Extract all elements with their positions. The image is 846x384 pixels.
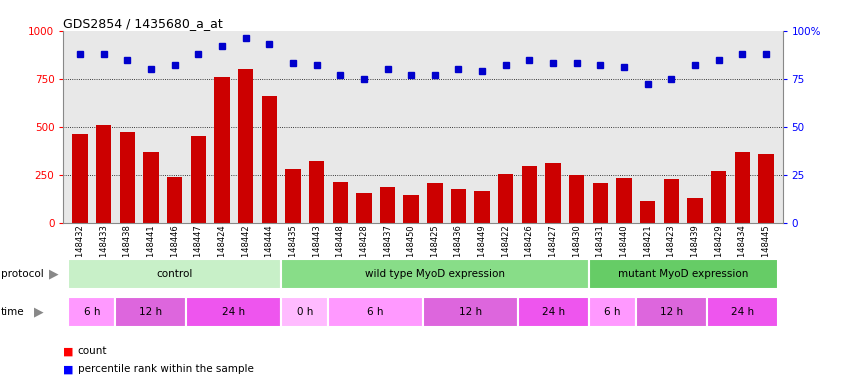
Bar (261, 96, 277, 223)
Bar (69, 297, 116, 327)
Bar (617, 177, 632, 223)
Bar (758, 154, 774, 223)
Text: percentile rank within the sample: percentile rank within the sample (78, 364, 254, 374)
Bar (518, 297, 589, 327)
Text: 12 h: 12 h (140, 307, 162, 317)
Text: 24 h: 24 h (731, 307, 754, 317)
Text: 12 h: 12 h (459, 307, 482, 317)
Bar (116, 297, 186, 327)
Bar (711, 171, 727, 223)
Text: control: control (157, 268, 193, 279)
Bar (69, 258, 281, 289)
Text: 24 h: 24 h (222, 307, 245, 317)
Text: wild type MyoD expression: wild type MyoD expression (365, 268, 505, 279)
Bar (475, 191, 490, 223)
Bar (404, 195, 419, 223)
Bar (593, 184, 608, 223)
Bar (281, 258, 589, 289)
Bar (309, 161, 324, 223)
Bar (214, 77, 229, 223)
Bar (238, 69, 253, 223)
Bar (119, 132, 135, 223)
Bar (143, 152, 159, 223)
Bar (423, 297, 518, 327)
Bar (589, 297, 636, 327)
Text: time: time (1, 307, 25, 317)
Text: 0 h: 0 h (297, 307, 313, 317)
Text: 6 h: 6 h (367, 307, 384, 317)
Text: protocol: protocol (1, 269, 44, 279)
Bar (96, 125, 112, 223)
Bar (167, 177, 183, 223)
Bar (707, 297, 777, 327)
Bar (451, 189, 466, 223)
Bar (636, 297, 707, 327)
Bar (281, 297, 328, 327)
Text: 6 h: 6 h (604, 307, 620, 317)
Text: GDS2854 / 1435680_a_at: GDS2854 / 1435680_a_at (63, 17, 223, 30)
Bar (734, 152, 750, 223)
Bar (285, 169, 300, 223)
Text: count: count (78, 346, 107, 356)
Bar (186, 297, 281, 327)
Text: 12 h: 12 h (660, 307, 683, 317)
Bar (522, 166, 537, 223)
Bar (546, 163, 561, 223)
Text: ▶: ▶ (49, 267, 58, 280)
Bar (328, 297, 423, 327)
Bar (663, 179, 679, 223)
Bar (569, 175, 585, 223)
Bar (190, 136, 206, 223)
Text: ▶: ▶ (34, 306, 43, 319)
Bar (640, 200, 656, 223)
Bar (589, 258, 777, 289)
Text: mutant MyoD expression: mutant MyoD expression (618, 268, 749, 279)
Bar (687, 198, 703, 223)
Text: ■: ■ (63, 346, 74, 356)
Bar (427, 184, 442, 223)
Text: 24 h: 24 h (541, 307, 564, 317)
Bar (356, 193, 371, 223)
Bar (72, 134, 88, 223)
Bar (498, 174, 514, 223)
Text: 6 h: 6 h (84, 307, 100, 317)
Text: ■: ■ (63, 364, 74, 374)
Bar (332, 182, 348, 223)
Bar (380, 187, 395, 223)
